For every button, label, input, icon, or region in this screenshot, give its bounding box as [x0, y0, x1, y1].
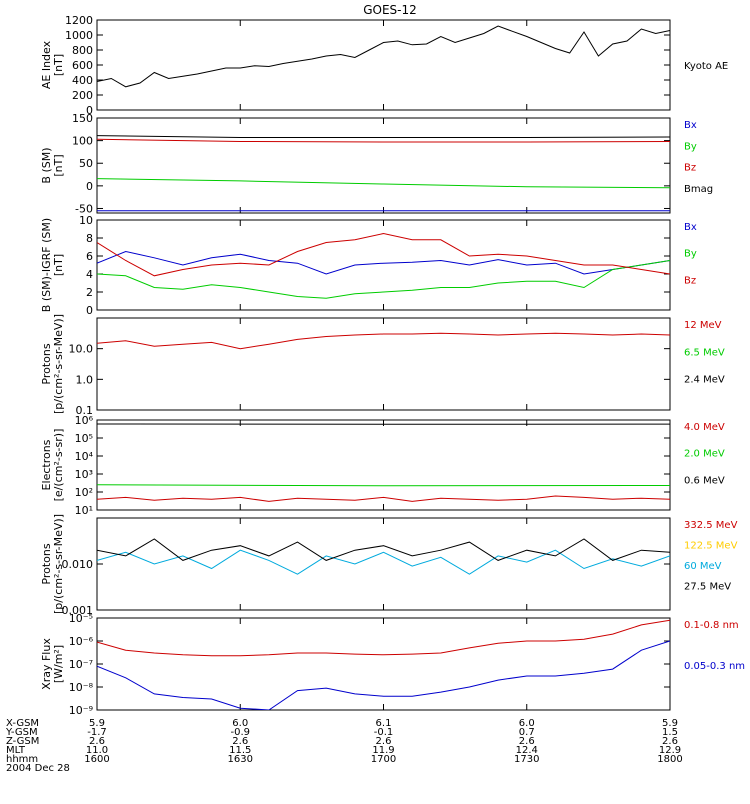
series-line [97, 620, 670, 656]
y-tick-label: 10.0 [69, 343, 94, 356]
legend-label: 0.6 MeV [684, 475, 725, 486]
legend-label: 0.1-0.8 nm [684, 620, 739, 631]
series-line [97, 550, 670, 574]
y-tick-label: 1200 [65, 14, 93, 27]
y-tick-label: 2 [86, 286, 93, 299]
legend-label: Bx [684, 222, 697, 233]
legend-label: 60 MeV [684, 561, 722, 572]
series-line [97, 234, 670, 276]
y-tick-label: 150 [72, 112, 93, 125]
x-axis-value: 1800 [657, 754, 682, 765]
y-tick-label: 4 [86, 268, 93, 281]
y-tick-label: 10⁴ [75, 450, 94, 463]
series-line [97, 261, 670, 299]
panel-frame [97, 318, 670, 410]
series-line [97, 26, 670, 87]
y-tick-label: 10⁻⁷ [69, 658, 93, 671]
y-axis-label: [nT] [52, 154, 65, 176]
y-tick-label: 10² [75, 486, 93, 499]
y-tick-label: 50 [79, 157, 93, 170]
y-axis-label: [p/(cm²-s-sr-MeV)] [52, 514, 65, 614]
legend-label: Bz [684, 275, 696, 286]
legend-label: Bx [684, 120, 697, 131]
y-tick-label: 100 [72, 135, 93, 148]
series-line [97, 136, 670, 138]
y-tick-label: 10⁻⁹ [69, 704, 93, 717]
legend-label: By [684, 141, 697, 152]
y-tick-label: 10¹ [75, 504, 93, 517]
y-tick-label: 6 [86, 250, 93, 263]
y-tick-label: 10⁵ [75, 432, 93, 445]
series-line [97, 179, 670, 188]
y-tick-label: 400 [72, 74, 93, 87]
y-tick-label: 0 [86, 180, 93, 193]
y-tick-label: 10⁻⁵ [69, 612, 93, 625]
legend-label: Bmag [684, 184, 713, 195]
legend-label: 4.0 MeV [684, 422, 725, 433]
y-tick-label: 1.0 [76, 373, 94, 386]
series-line [97, 139, 670, 142]
y-tick-label: 10 [79, 214, 93, 227]
y-axis-label: [nT] [52, 54, 65, 76]
series-line [97, 333, 670, 349]
x-axis-value: 1700 [371, 754, 396, 765]
y-axis-label: [W/m²] [52, 645, 65, 683]
panel-frame [97, 518, 670, 610]
legend-label: By [684, 249, 697, 260]
x-axis-value: 1730 [514, 754, 539, 765]
legend-label: 0.05-0.3 nm [684, 661, 745, 672]
series-line [97, 485, 670, 486]
y-tick-label: 1000 [65, 29, 93, 42]
y-tick-label: 10³ [75, 468, 93, 481]
series-line [97, 252, 670, 275]
y-tick-label: 200 [72, 89, 93, 102]
x-axis-value: 1600 [84, 754, 109, 765]
y-tick-label: 600 [72, 59, 93, 72]
legend-label: 2.0 MeV [684, 449, 725, 460]
panel-frame [97, 118, 670, 213]
legend-label: 12 MeV [684, 320, 722, 331]
legend-label: Bz [684, 163, 696, 174]
legend-label: 6.5 MeV [684, 347, 725, 358]
y-tick-label: 10⁻⁸ [69, 681, 94, 694]
chart-title: GOES-12 [363, 3, 417, 17]
y-axis-label: [nT] [52, 254, 65, 276]
legend-label: 2.4 MeV [684, 375, 725, 386]
legend-label: 122.5 MeV [684, 541, 738, 552]
series-line [97, 641, 670, 710]
legend-label: 332.5 MeV [684, 520, 738, 531]
series-line [97, 496, 670, 501]
y-axis-label: [p/(cm²-s-sr-MeV)] [52, 314, 65, 414]
legend-label: Kyoto AE [684, 61, 728, 72]
y-tick-label: 10⁻⁶ [69, 635, 94, 648]
panel-frame [97, 20, 670, 110]
y-axis-label: [e/(cm²-s-sr)] [52, 429, 65, 502]
y-tick-label: 0 [86, 304, 93, 317]
legend-label: 27.5 MeV [684, 582, 731, 593]
series-line [97, 539, 670, 560]
x-axis-value: 1630 [228, 754, 253, 765]
y-tick-label: 800 [72, 44, 93, 57]
y-tick-label: 10⁶ [75, 414, 94, 427]
panel-frame [97, 420, 670, 510]
y-tick-label: 8 [86, 232, 93, 245]
y-tick-label: 0.010 [62, 558, 94, 571]
date-label: 2004 Dec 28 [6, 763, 70, 774]
